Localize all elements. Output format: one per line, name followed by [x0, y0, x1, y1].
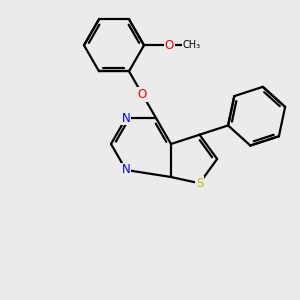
- Text: N: N: [122, 164, 130, 176]
- Text: O: O: [165, 39, 174, 52]
- Text: O: O: [138, 88, 147, 101]
- Text: N: N: [122, 112, 130, 124]
- Text: S: S: [196, 177, 203, 190]
- Text: CH₃: CH₃: [183, 40, 201, 50]
